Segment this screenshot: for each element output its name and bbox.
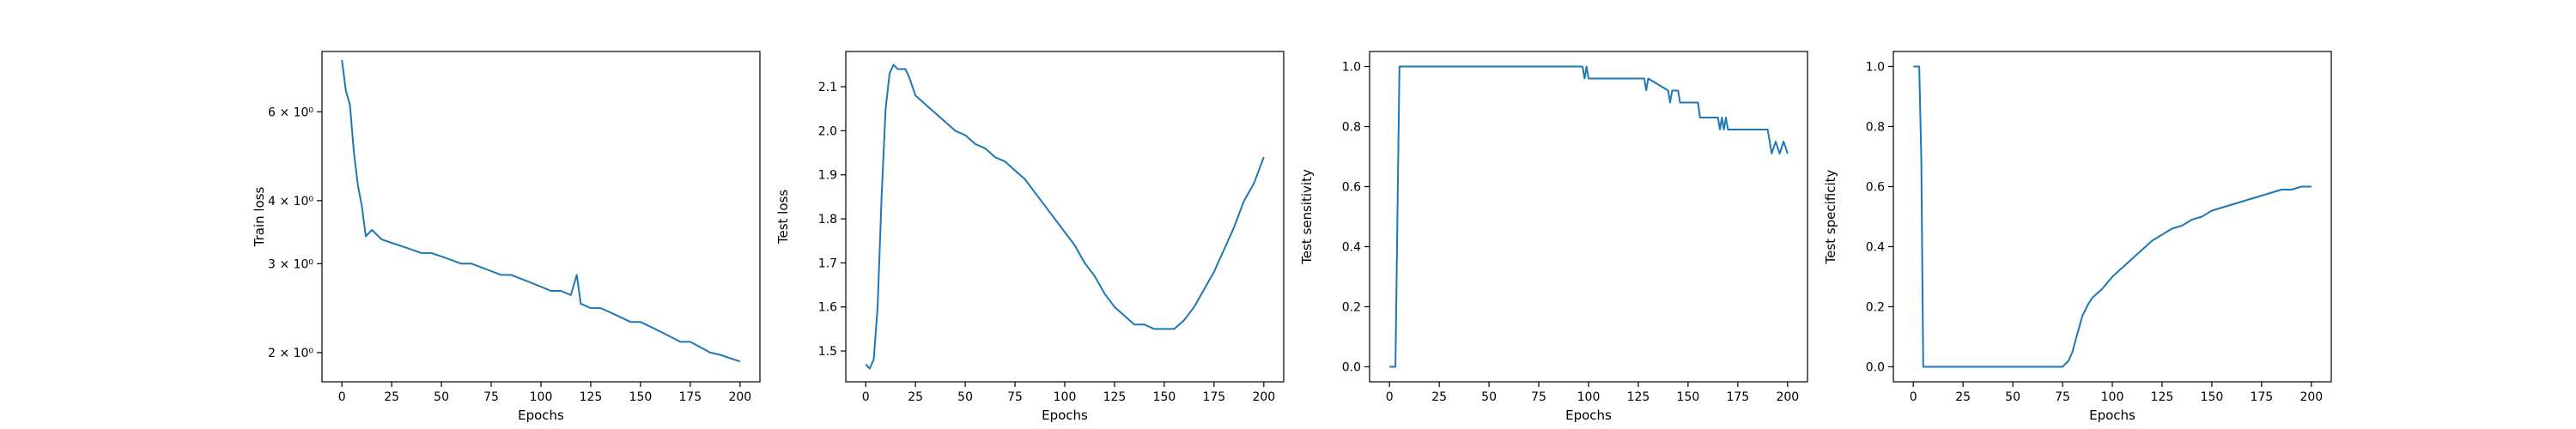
y-axis-label: Test sensitivity (1299, 169, 1315, 265)
x-tick-label: 75 (1531, 390, 1546, 404)
x-tick-label: 125 (2151, 390, 2174, 404)
x-tick-label: 125 (580, 390, 603, 404)
y-tick-label: 2 × 10⁰ (268, 347, 313, 360)
y-tick-label: 0.0 (1866, 361, 1885, 375)
x-tick-label: 75 (2055, 390, 2070, 404)
plot-frame (321, 51, 761, 383)
x-tick-label: 200 (1252, 390, 1275, 404)
y-tick-label: 3 × 10⁰ (268, 257, 313, 271)
x-tick-label: 0 (1910, 390, 1917, 404)
chart-panel-1: 0 25 50 75 100 125 150 175 200 2 × 10⁰ 3 × 10⁰ 4 × … (252, 51, 761, 423)
x-tick-label: 175 (678, 390, 702, 404)
y-tick-label: 0.4 (1342, 241, 1361, 255)
x-tick-label: 100 (1577, 390, 1601, 404)
x-tick-label: 125 (1103, 390, 1127, 404)
x-tick-label: 0 (338, 390, 346, 404)
plot-frame (1893, 51, 2332, 383)
y-tick-label: 6 × 10⁰ (268, 106, 313, 119)
x-tick-label: 75 (1007, 390, 1023, 404)
x-tick-label: 100 (2101, 390, 2124, 404)
chart-panel-4: 0 25 50 75 100 125 150 175 200 0.0 0.2 0.4 0.6 0.8 1.0… (1823, 51, 2332, 423)
x-tick-label: 100 (1054, 390, 1077, 404)
plot-frame (845, 51, 1285, 383)
x-tick-label: 150 (629, 390, 653, 404)
x-tick-label: 0 (1386, 390, 1394, 404)
y-tick-label: 0.2 (1342, 301, 1361, 315)
y-tick-label: 1.6 (818, 301, 837, 315)
series-line (341, 59, 741, 363)
x-tick-label: 0 (862, 390, 870, 404)
series-line (865, 63, 1265, 370)
x-tick-label: 75 (483, 390, 499, 404)
series-line (1913, 65, 2312, 368)
y-tick-label: 0.8 (1866, 121, 1885, 135)
y-tick-label: 1.7 (818, 257, 837, 270)
x-tick-label: 150 (1153, 390, 1176, 404)
x-tick-label: 50 (434, 390, 449, 404)
x-tick-label: 150 (2201, 390, 2224, 404)
plot-frame (1369, 51, 1808, 383)
y-tick-label: 0.2 (1866, 301, 1885, 315)
x-tick-label: 100 (530, 390, 553, 404)
y-tick-label: 1.8 (818, 213, 837, 227)
x-tick-label: 50 (957, 390, 973, 404)
x-axis-label: Epochs (1565, 408, 1612, 423)
x-tick-label: 125 (1627, 390, 1650, 404)
x-tick-label: 175 (1202, 390, 1225, 404)
y-tick-label: 2.1 (818, 81, 837, 94)
x-tick-label: 50 (1481, 390, 1497, 404)
series-line (1389, 65, 1789, 368)
y-tick-label: 1.9 (818, 169, 837, 183)
x-tick-label: 175 (1726, 390, 1749, 404)
x-tick-label: 25 (908, 390, 923, 404)
chart-panel-2: 0 25 50 75 100 125 150 175 200 1.5 1.6 1.7 1.8 1.9 2.0… (775, 51, 1285, 423)
x-tick-label: 175 (2250, 390, 2273, 404)
y-tick-label: 1.0 (1866, 61, 1885, 75)
x-axis-label: Epochs (2089, 408, 2136, 423)
x-tick-label: 200 (728, 390, 751, 404)
y-axis-label: Train loss (252, 186, 267, 247)
y-axis-label: Test specificity (1823, 169, 1838, 264)
x-tick-label: 25 (1955, 390, 1971, 404)
x-axis-label: Epochs (1042, 408, 1088, 423)
x-tick-label: 200 (2300, 390, 2323, 404)
chart-panel-3: 0 25 50 75 100 125 150 175 200 0.0 0.2 0.4 0.6 0.8 1.0… (1299, 51, 1808, 423)
y-tick-label: 2.0 (818, 124, 837, 138)
x-tick-label: 50 (2005, 390, 2020, 404)
x-tick-label: 25 (384, 390, 399, 404)
y-tick-label: 0.6 (1866, 181, 1885, 195)
y-tick-label: 0.0 (1342, 361, 1361, 375)
y-tick-label: 4 × 10⁰ (268, 195, 313, 208)
y-tick-label: 1.0 (1342, 61, 1361, 75)
y-tick-label: 0.8 (1342, 121, 1361, 135)
y-tick-label: 0.6 (1342, 181, 1361, 195)
x-axis-label: Epochs (518, 408, 564, 423)
x-tick-label: 200 (1776, 390, 1799, 404)
x-tick-label: 25 (1431, 390, 1447, 404)
x-tick-label: 150 (1677, 390, 1700, 404)
y-tick-label: 0.4 (1866, 241, 1885, 255)
y-tick-label: 1.5 (818, 345, 837, 359)
y-axis-label: Test loss (775, 190, 791, 245)
